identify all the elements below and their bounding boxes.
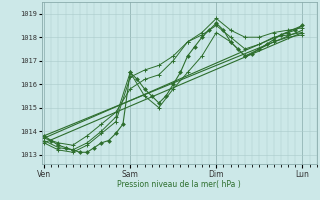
X-axis label: Pression niveau de la mer( hPa ): Pression niveau de la mer( hPa ) [117,180,241,189]
